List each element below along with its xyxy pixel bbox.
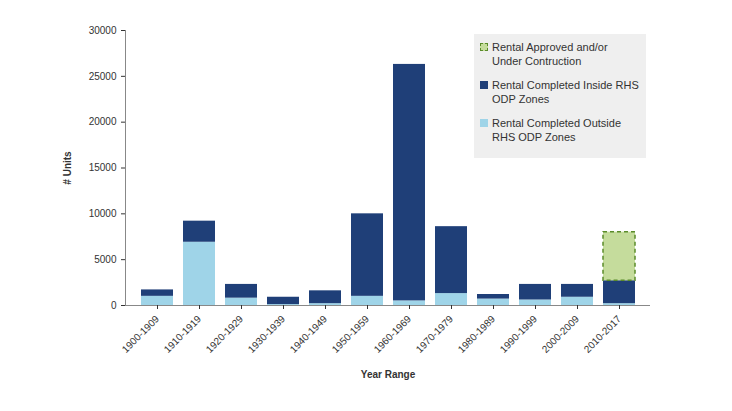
svg-text:2010-2017: 2010-2017 bbox=[582, 313, 624, 355]
svg-text:25000: 25000 bbox=[89, 71, 117, 82]
svg-text:1950-1959: 1950-1959 bbox=[330, 313, 372, 355]
svg-text:1900-1909: 1900-1909 bbox=[120, 313, 162, 355]
html-text:Rental Approved and/or Under C: Rental Approved and/or Under Contruction bbox=[492, 41, 608, 67]
svg-text:1930-1939: 1930-1939 bbox=[246, 313, 288, 355]
svg-text:10000: 10000 bbox=[89, 208, 117, 219]
svg-text:15000: 15000 bbox=[89, 162, 117, 173]
svg-text:Year Range: Year Range bbox=[361, 369, 416, 380]
svg-text:30000: 30000 bbox=[89, 25, 117, 36]
svg-text:1910-1919: 1910-1919 bbox=[162, 313, 204, 355]
html-text:Rental Completed Outside RHS O: Rental Completed Outside RHS ODP Zones bbox=[492, 117, 621, 143]
svg-text:5000: 5000 bbox=[94, 254, 117, 265]
html-text:Rental Completed Inside RHS OD: Rental Completed Inside RHS ODP Zones bbox=[492, 79, 639, 105]
svg-text:0: 0 bbox=[111, 300, 117, 311]
svg-text:1960-1969: 1960-1969 bbox=[372, 313, 414, 355]
svg-text:# Units: # Units bbox=[62, 151, 73, 185]
svg-text:1980-1989: 1980-1989 bbox=[456, 313, 498, 355]
svg-text:1990-1999: 1990-1999 bbox=[498, 313, 540, 355]
svg-text:1970-1979: 1970-1979 bbox=[414, 313, 456, 355]
svg-text:1940-1949: 1940-1949 bbox=[288, 313, 330, 355]
svg-text:1920-1929: 1920-1929 bbox=[204, 313, 246, 355]
svg-text:20000: 20000 bbox=[89, 116, 117, 127]
svg-text:2000-2009: 2000-2009 bbox=[540, 313, 582, 355]
